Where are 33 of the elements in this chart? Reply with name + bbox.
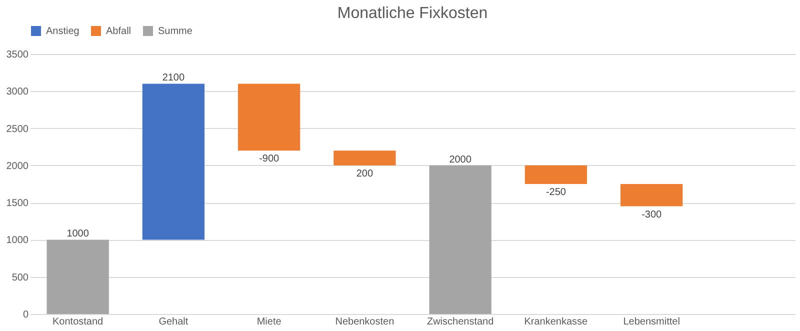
y-tick-label: 3000 <box>6 86 29 98</box>
legend-label: Abfall <box>106 26 132 37</box>
bar <box>524 165 588 184</box>
y-tick-label: 2500 <box>6 124 29 135</box>
legend-label: Anstieg <box>46 26 80 37</box>
x-tick-label: Krankenkasse <box>524 316 588 328</box>
data-label: -250 <box>546 187 566 198</box>
data-label: 200 <box>356 168 374 180</box>
bar <box>238 84 300 151</box>
x-tick-label: Miete <box>256 316 282 328</box>
x-tick-label: Nebenkosten <box>335 316 394 328</box>
x-tick-label: Zwischenstand <box>426 316 494 328</box>
bar <box>429 165 492 314</box>
data-label: 2000 <box>449 154 472 166</box>
data-label: 2100 <box>162 72 185 84</box>
y-tick-label: 500 <box>12 272 29 284</box>
data-label: 1000 <box>66 228 90 240</box>
y-tick-label: 0 <box>22 310 29 320</box>
x-tick-label: Kontostand <box>52 316 104 328</box>
bar <box>620 184 683 206</box>
bar <box>142 84 205 240</box>
y-tick-label: 1000 <box>6 235 29 246</box>
data-label: -300 <box>642 209 662 220</box>
legend-label: Summe <box>158 26 193 37</box>
y-tick-label: 2000 <box>6 160 29 172</box>
bar <box>334 150 396 166</box>
y-tick-label: 3500 <box>6 50 29 60</box>
bar <box>46 240 109 314</box>
x-tick-label: Gehalt <box>158 316 188 328</box>
chart-title: Monatliche Fixkosten <box>337 5 488 22</box>
data-label: -900 <box>259 154 280 165</box>
y-tick-label: 1500 <box>6 198 29 210</box>
x-tick-label: Lebensmittel <box>623 316 680 328</box>
